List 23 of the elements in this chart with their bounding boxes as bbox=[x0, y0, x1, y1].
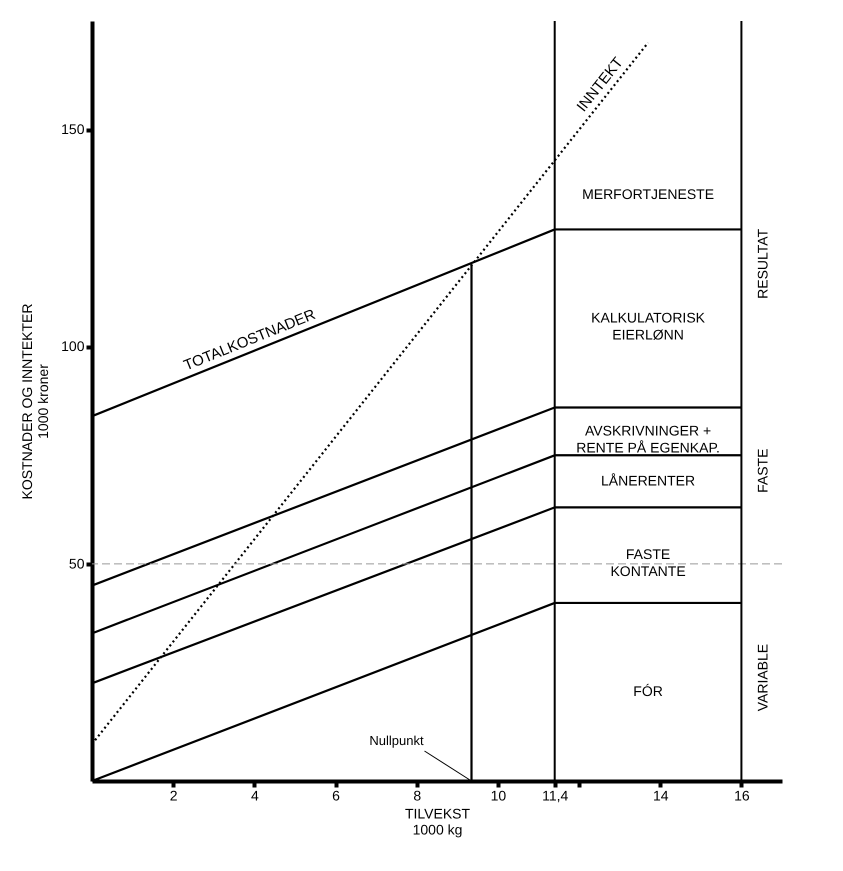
x-tick-label: 4 bbox=[250, 788, 259, 804]
annotation: VARIABLE bbox=[754, 644, 770, 712]
x-tick-label: 16 bbox=[734, 788, 750, 804]
annotation: MERFORTJENESTE bbox=[582, 186, 714, 202]
x-tick-label: 6 bbox=[332, 788, 340, 804]
x-tick-label: 14 bbox=[652, 788, 669, 804]
annotation: LÅNERENTER bbox=[600, 472, 696, 488]
annotation: FASTE bbox=[754, 448, 770, 493]
x-tick-label: 10 bbox=[490, 788, 506, 804]
x-tick-label: 8 bbox=[413, 788, 422, 804]
y-tick-label: 50 bbox=[68, 555, 85, 572]
annotation: AVSKRIVNINGER + RENTE PÅ EGENKAP. bbox=[576, 422, 720, 456]
y-tick-label: 150 bbox=[61, 121, 85, 138]
x-axis-title: TILVEKST 1000 kg bbox=[404, 806, 470, 838]
annotation: FÓR bbox=[633, 682, 663, 699]
x-tick-label: 11,4 bbox=[542, 788, 569, 804]
annotation: Nullpunkt bbox=[369, 733, 424, 748]
annotation: RESULTAT bbox=[754, 228, 770, 299]
annotation: KALKULATORISK EIERLØNN bbox=[591, 309, 706, 342]
annotation: FASTE KONTANTE bbox=[610, 546, 686, 580]
y-axis-title: KOSTNADER OG INNTEKTER 1000 kroner bbox=[19, 303, 52, 500]
y-tick-label: 100 bbox=[61, 338, 85, 354]
x-tick-label: 2 bbox=[170, 788, 178, 804]
